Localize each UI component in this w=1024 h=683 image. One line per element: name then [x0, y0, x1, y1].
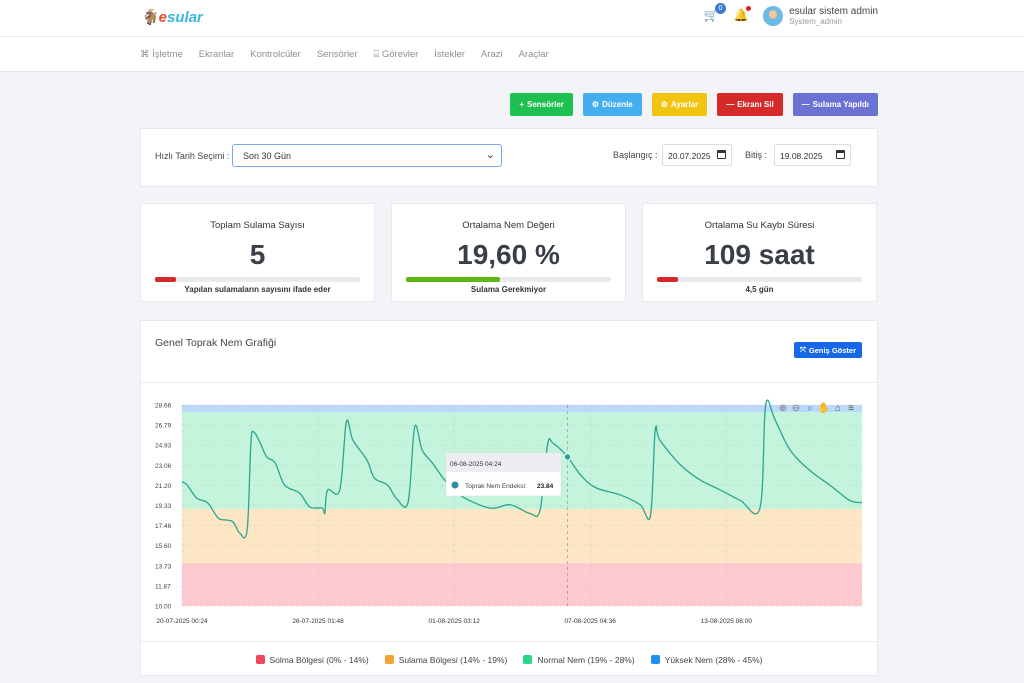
nav-item-2[interactable]: Kontrolcüler	[250, 49, 301, 60]
end-date-input[interactable]: 19.08.2025	[774, 144, 851, 166]
zoom-in-icon[interactable]: ⊕	[779, 403, 787, 414]
nav-label: Arazi	[480, 48, 503, 60]
zoom-out-icon[interactable]: ⊖	[792, 403, 800, 414]
stat-progress	[406, 277, 611, 282]
expand-icon: ⤧	[799, 345, 806, 354]
minus-icon: —	[726, 100, 735, 109]
stat-title: Toplam Sulama Sayısı	[210, 220, 305, 231]
stat-subtitle: Yapılan sulamaların sayısını ifade eder	[184, 285, 331, 294]
chevron-down-icon: ⌄	[485, 149, 495, 161]
stat-card: Toplam Sulama Sayısı 5 Yapılan sulamaların…	[140, 203, 375, 302]
legend-label: Normal Nem (19% - 28%)	[537, 655, 635, 665]
legend-item[interactable]: Solma Bölgesi (0% - 14%)	[255, 655, 369, 665]
button-label: Sulama Yapıldı	[812, 100, 869, 109]
button-label: Ekranı Sil	[737, 100, 774, 109]
stat-progress	[155, 277, 360, 282]
start-date-value: 20.07.2025	[668, 151, 711, 161]
button-label: Sensörler	[527, 100, 564, 109]
stat-subtitle: Sulama Gerekmiyor	[470, 285, 547, 294]
cart-badge: 0	[715, 3, 727, 14]
quick-date-value: Son 30 Gün	[243, 151, 292, 161]
notification-dot	[746, 6, 752, 11]
divider	[141, 641, 877, 642]
action-bar: + Sensörler ⚙ Düzenle ⚙ Ayarlar — Ekranı Sil — Su…	[510, 93, 878, 116]
legend-swatch	[650, 655, 660, 664]
menu-icon[interactable]: ≡	[848, 403, 854, 414]
stat-card: Ortalama Nem Değeri 19,60 % Sulama Gerekmi…	[391, 203, 626, 302]
stat-title: Ortalama Nem Değeri	[462, 220, 555, 231]
nav-label: Kontrolcüler	[250, 48, 301, 60]
stat-title: Ortalama Su Kaybı Süresi	[704, 220, 815, 231]
cart-icon[interactable]: 🛒 0	[703, 3, 727, 24]
user-name: esular sistem admin	[789, 6, 878, 17]
legend-item[interactable]: Yüksek Nem (28% - 45%)	[650, 655, 763, 665]
nav-item-1[interactable]: Ekranlar	[199, 49, 234, 60]
filter-card: Hızlı Tarih Seçimi : Son 30 Gün ⌄ Başlang…	[140, 128, 878, 187]
chart-title: Genel Toprak Nem Grafiği	[155, 337, 277, 349]
top-header: 🐐esular 🛒 0 🔔 esular sistem admin System_…	[0, 0, 1024, 37]
nav-item-4[interactable]: ⌸ Görevler	[374, 49, 419, 60]
divider	[141, 382, 877, 383]
logo[interactable]: 🐐esular	[140, 9, 203, 26]
main-nav: ⌘ İşletme Ekranlar Kontrolcüler Sensörler ⌸ …	[0, 37, 1024, 72]
stat-subtitle: 4,5 gün	[745, 285, 774, 294]
stat-progress	[657, 277, 862, 282]
legend-swatch	[523, 655, 533, 664]
legend-swatch	[384, 655, 394, 664]
nav-item-5[interactable]: İstekler	[434, 49, 465, 60]
legend-swatch	[255, 655, 265, 664]
calendar-icon[interactable]	[836, 150, 845, 159]
legend-label: Sulama Bölgesi (14% - 19%)	[398, 655, 508, 665]
nav-item-7[interactable]: Araçlar	[519, 49, 549, 60]
chart-legend: Solma Bölgesi (0% - 14%) Sulama Bölgesi (…	[141, 655, 877, 665]
button-label: Düzenle	[602, 100, 633, 109]
legend-label: Yüksek Nem (28% - 45%)	[664, 655, 763, 665]
user-menu[interactable]: esular sistem admin System_admin	[763, 6, 878, 26]
action-button-1[interactable]: ⚙ Düzenle	[582, 93, 642, 116]
gear-icon: ⚙	[660, 100, 668, 109]
nav-item-6[interactable]: Arazi	[481, 49, 503, 60]
stat-value: 109 saat	[704, 239, 815, 270]
nav-label: Sensörler	[316, 48, 358, 60]
action-button-0[interactable]: + Sensörler	[510, 93, 573, 116]
bell-icon[interactable]: 🔔	[733, 6, 752, 24]
end-date-value: 19.08.2025	[780, 151, 823, 161]
action-button-3[interactable]: — Ekranı Sil	[717, 93, 783, 116]
nav-label: İşletme	[152, 48, 183, 60]
quick-date-select[interactable]: Son 30 Gün ⌄	[232, 144, 502, 167]
nav-label: Görevler	[381, 48, 419, 60]
start-date-input[interactable]: 20.07.2025	[662, 144, 732, 166]
gear-icon: ⚙	[591, 100, 600, 109]
nav-label: İstekler	[434, 48, 465, 60]
plus-icon: +	[519, 100, 524, 109]
command-icon: ⌘	[140, 48, 153, 60]
nav-label: Ekranlar	[198, 48, 235, 60]
stat-value: 19,60 %	[457, 239, 560, 270]
nav-item-3[interactable]: Sensörler	[317, 49, 358, 60]
zoom-select-icon[interactable]: ⌕	[807, 403, 813, 414]
nav-item-0[interactable]: ⌘ İşletme	[140, 49, 183, 60]
minus-icon: —	[801, 100, 810, 109]
stat-card: Ortalama Su Kaybı Süresi 109 saat 4,5 gün	[642, 203, 877, 302]
start-date-label: Başlangıç :	[613, 150, 658, 160]
action-button-2[interactable]: ⚙ Ayarlar	[651, 93, 708, 116]
briefcase-icon: ⌸	[373, 48, 382, 60]
end-date-label: Bitiş :	[745, 150, 768, 160]
calendar-icon[interactable]	[717, 150, 726, 159]
pan-icon[interactable]: ✋	[818, 401, 830, 414]
expand-button[interactable]: ⤧ Geniş Göster	[793, 342, 862, 358]
legend-label: Solma Bölgesi (0% - 14%)	[269, 655, 369, 665]
button-label: Ayarlar	[670, 100, 699, 109]
quick-date-label: Hızlı Tarih Seçimi :	[155, 151, 230, 161]
home-icon[interactable]: ⌂	[835, 403, 841, 414]
user-role: System_admin	[789, 17, 842, 26]
chart-card: Genel Toprak Nem Grafiği ⤧ Geniş Göster S…	[140, 320, 878, 676]
legend-item[interactable]: Normal Nem (19% - 28%)	[523, 655, 635, 665]
action-button-4[interactable]: — Sulama Yapıldı	[792, 93, 878, 116]
avatar	[763, 6, 784, 26]
stat-value: 5	[249, 239, 266, 270]
legend-item[interactable]: Sulama Bölgesi (14% - 19%)	[384, 655, 508, 665]
nav-label: Araçlar	[518, 48, 549, 60]
